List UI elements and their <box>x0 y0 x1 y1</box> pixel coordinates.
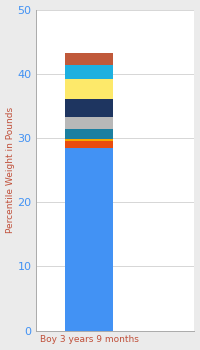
Bar <box>65 141 113 148</box>
Bar <box>65 79 113 99</box>
Bar <box>65 129 113 139</box>
Y-axis label: Percentile Weight in Pounds: Percentile Weight in Pounds <box>6 107 15 233</box>
Bar <box>65 65 113 79</box>
Bar <box>65 99 113 117</box>
Bar <box>65 139 113 141</box>
Bar <box>65 148 113 331</box>
Bar <box>65 53 113 65</box>
Bar <box>65 117 113 129</box>
